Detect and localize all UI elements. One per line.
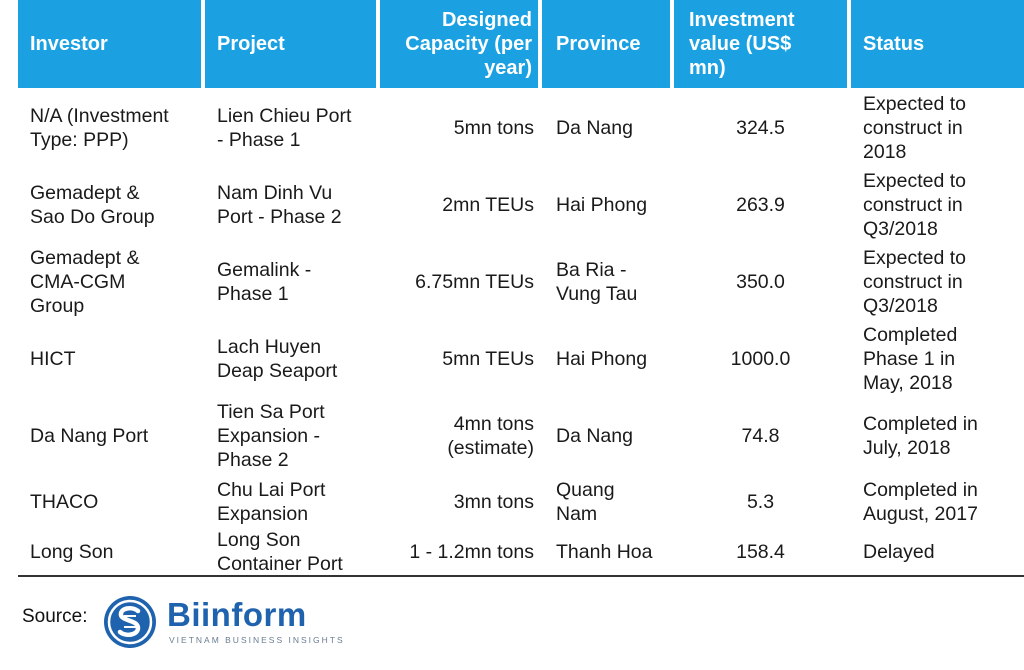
cell-value: 158.4 — [736, 541, 785, 563]
cell-province: Da Nang — [556, 117, 633, 139]
header-capacity: Designed Capacity (per year) — [380, 0, 538, 88]
cell-status: Completed in July, 2018 — [863, 413, 978, 459]
cell-value: 5.3 — [746, 491, 775, 513]
cell-project: Gemalink - Phase 1 — [217, 259, 312, 305]
header-investor: Investor — [18, 0, 201, 88]
cell-status: Delayed — [863, 541, 935, 563]
table-header: Investor Project Designed Capacity (per … — [18, 0, 1024, 88]
cell-province: Hai Phong — [556, 348, 648, 370]
cell-status: Expected to construct in Q3/2018 — [863, 169, 966, 240]
cell-capacity: 1 - 1.2mn tons — [409, 541, 534, 563]
cell-capacity: 4mn tons (estimate) — [447, 413, 534, 459]
cell-capacity: 6.75mn TEUs — [415, 271, 534, 293]
biinform-logo-tagline: VIETNAM BUSINESS INSIGHTS — [169, 635, 345, 645]
table-bottom-rule — [18, 575, 1024, 577]
cell-province: Hai Phong — [556, 193, 648, 216]
cell-capacity: 5mn tons — [453, 117, 534, 139]
header-project: Project — [205, 0, 376, 88]
cell-project: Nam Dinh Vu Port - Phase 2 — [217, 181, 342, 228]
header-province: Province — [542, 0, 670, 88]
cell-investor: Da Nang Port — [30, 425, 149, 447]
biinform-logo-text: Biinform — [167, 596, 307, 633]
cell-value: 324.5 — [736, 117, 785, 139]
cell-project: Lien Chieu Port - Phase 1 — [217, 105, 352, 151]
cell-project: Lach Huyen Deap Seaport — [217, 336, 338, 382]
table-row: Gemadept & CMA-CGM Group Gemalink - Phase 1… — [18, 243, 1024, 321]
cell-value: 1000.0 — [730, 348, 791, 370]
cell-province: Da Nang — [556, 425, 633, 447]
table-row: Gemadept & Sao Do Group Nam Dinh Vu Port -… — [18, 166, 1024, 243]
cell-value: 74.8 — [741, 425, 780, 447]
cell-province: Ba Ria - Vung Tau — [556, 259, 638, 305]
cell-status: Completed in August, 2017 — [863, 479, 978, 525]
cell-investor: Gemadept & Sao Do Group — [30, 181, 155, 228]
table-row: THACO Chu Lai Port Expansion 3mn tons Qua… — [18, 475, 1024, 529]
cell-province: Thanh Hoa — [556, 541, 653, 563]
cell-investor: Long Son — [30, 541, 114, 563]
table-row: Da Nang Port Tien Sa Port Expansion - Phas… — [18, 397, 1024, 475]
cell-province: Quang Nam — [556, 479, 615, 525]
cell-investor: HICT — [30, 348, 76, 370]
header-investment-value: Investment value (US$ mn) — [674, 0, 847, 88]
table-row: HICT Lach Huyen Deap Seaport 5mn TEUs Hai… — [18, 321, 1024, 397]
cell-project: Chu Lai Port Expansion — [217, 479, 326, 525]
cell-status: Expected to construct in Q3/2018 — [863, 247, 966, 317]
table-row: Long Son Long Son Container Port 1 - 1.2m… — [18, 529, 1024, 575]
source-label: Source: — [22, 606, 88, 627]
biinform-logo-icon — [102, 594, 158, 650]
cell-investor: N/A (Investment Type: PPP) — [30, 105, 169, 151]
cell-investor: THACO — [30, 491, 99, 513]
cell-investor: Gemadept & CMA-CGM Group — [30, 247, 140, 317]
header-status: Status — [851, 0, 1024, 88]
cell-status: Expected to construct in 2018 — [863, 93, 966, 163]
cell-capacity: 5mn TEUs — [442, 348, 534, 370]
cell-status: Completed Phase 1 in May, 2018 — [863, 324, 958, 394]
cell-value: 263.9 — [736, 193, 785, 216]
table-row: N/A (Investment Type: PPP) Lien Chieu Por… — [18, 90, 1024, 166]
cell-project: Long Son Container Port — [217, 529, 343, 575]
cell-value: 350.0 — [736, 271, 785, 293]
cell-capacity: 3mn tons — [453, 491, 534, 513]
cell-capacity: 2mn TEUs — [442, 193, 534, 216]
cell-project: Tien Sa Port Expansion - Phase 2 — [217, 401, 325, 471]
